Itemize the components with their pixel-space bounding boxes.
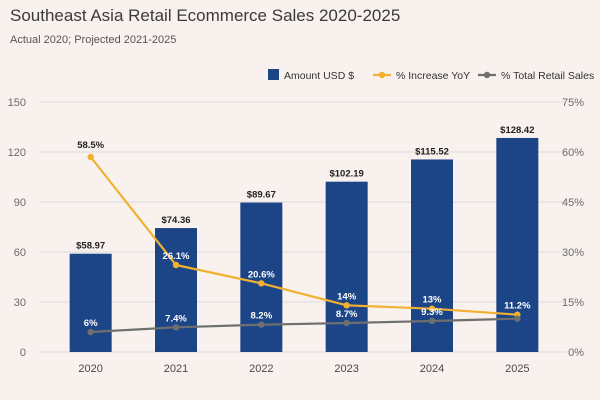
legend-label-amount: Amount USD $: [284, 70, 354, 82]
total-retail-data-label: 8.2%: [251, 311, 273, 322]
increase-yoy-point: [343, 302, 350, 309]
increase-yoy-point: [428, 305, 436, 312]
increase-yoy-point: [172, 261, 180, 269]
total-retail-point: [258, 321, 265, 328]
y-left-tick-label: 90: [14, 197, 26, 209]
total-retail-data-label: 7.4%: [165, 313, 187, 324]
y-right-tick-label: 45%: [562, 197, 584, 209]
total-retail-point: [428, 317, 436, 325]
legend-marker-total: [483, 71, 491, 79]
chart-title: Southeast Asia Retail Ecommerce Sales 20…: [10, 6, 401, 25]
x-tick-label: 2022: [249, 363, 273, 375]
x-tick-label: 2023: [334, 363, 358, 375]
bar-data-label: $128.42: [500, 125, 534, 136]
y-right-tick-label: 60%: [562, 147, 584, 159]
increase-yoy-point: [258, 280, 265, 287]
increase-yoy-data-label: 11.2%: [504, 301, 531, 312]
increase-yoy-data-label: 26.1%: [163, 251, 190, 262]
x-tick-label: 2020: [78, 363, 102, 375]
bar-data-label: $89.67: [247, 190, 276, 201]
legend-label-total: % Total Retail Sales: [501, 70, 594, 82]
increase-yoy-data-label: 14%: [337, 291, 357, 302]
y-left-tick-label: 0: [20, 347, 26, 359]
bar-data-label: $58.97: [76, 241, 105, 252]
increase-yoy-line: [89, 156, 518, 316]
y-right-tick-label: 15%: [562, 297, 584, 309]
total-retail-data-label: 6%: [84, 318, 98, 329]
increase-yoy-data-label: 58.5%: [77, 140, 104, 151]
y-right-tick-label: 75%: [562, 97, 584, 109]
y-left-tick-label: 60: [14, 247, 26, 259]
increase-yoy-point: [87, 153, 94, 161]
y-right-tick-label: 0%: [568, 347, 584, 359]
bar-data-label: $102.19: [329, 169, 363, 180]
bar-data-label: $74.36: [161, 215, 190, 226]
bar-data-label: $115.52: [415, 146, 449, 157]
total-retail-data-label: 8.7%: [336, 309, 358, 320]
total-retail-data-label: 9.3%: [421, 307, 443, 318]
total-retail-line: [90, 317, 518, 334]
legend-marker-increase: [378, 71, 386, 79]
total-retail-point: [87, 328, 94, 336]
y-left-tick-label: 120: [8, 147, 26, 159]
y-left-tick-label: 30: [14, 297, 26, 309]
total-retail-point: [343, 319, 350, 327]
increase-yoy-data-label: 13%: [422, 295, 442, 306]
total-retail-point: [514, 315, 521, 322]
y-right-tick-label: 30%: [562, 247, 584, 259]
increase-yoy-data-label: 20.6%: [248, 269, 275, 280]
legend-label-increase: % Increase YoY: [396, 70, 470, 82]
legend-swatch-amount: [268, 69, 279, 80]
x-tick-label: 2021: [164, 363, 188, 375]
y-left-tick-label: 150: [8, 97, 26, 109]
x-tick-label: 2025: [505, 363, 529, 375]
chart-subtitle: Actual 2020; Projected 2021-2025: [10, 34, 177, 46]
x-tick-label: 2024: [420, 363, 444, 375]
total-retail-point: [172, 324, 180, 331]
bar: [69, 253, 112, 352]
bar: [325, 181, 368, 352]
